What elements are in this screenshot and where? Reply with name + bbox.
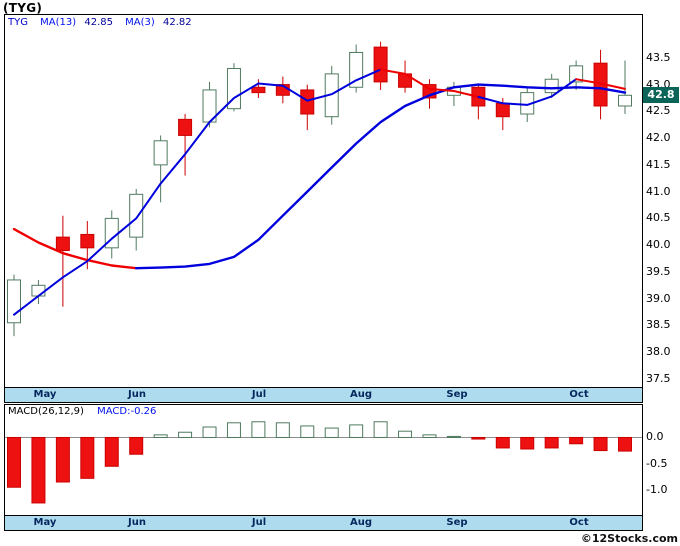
macd-bars	[7, 421, 632, 504]
macd-value: MACD:-0.26	[97, 406, 157, 417]
price-legend: TYG MA(13) 42.85 MA(3) 42.82	[8, 17, 201, 28]
month-label: Sep	[446, 389, 468, 400]
price-axis-tick: 42.5	[646, 104, 671, 118]
month-label: Aug	[349, 389, 373, 400]
price-axis-tick: 43.5	[646, 50, 671, 64]
price-chart	[4, 14, 643, 388]
macd-legend: MACD(26,12,9) MACD:-0.26	[8, 406, 161, 417]
price-axis-tick: 41.0	[646, 184, 671, 198]
macd-axis-tick: -0.5	[646, 456, 668, 470]
candles	[7, 41, 632, 337]
price-axis-tick: 41.5	[646, 157, 671, 171]
last-price-badge: 42.8	[643, 87, 679, 104]
month-label: Jun	[128, 517, 146, 528]
month-label: Oct	[569, 517, 589, 528]
month-label: May	[33, 517, 57, 528]
price-axis-tick: 39.0	[646, 291, 671, 305]
month-label: Sep	[446, 517, 468, 528]
month-label: Oct	[569, 389, 589, 400]
macd-y-axis: 0.0 -0.5 -1.0	[644, 0, 680, 546]
ma13-line	[12, 83, 627, 270]
price-axis-tick: 38.5	[646, 318, 671, 332]
ma13-value: 42.85	[84, 17, 113, 28]
ma13-label: MA(13)	[40, 17, 77, 28]
macd-params-label: MACD(26,12,9)	[8, 406, 84, 417]
month-label: Jul	[251, 517, 267, 528]
month-label: May	[33, 389, 57, 400]
price-y-axis: 43.5 43.0 42.5 42.0 41.5 41.0 40.5 40.0 39.5 39.0…	[644, 0, 680, 546]
chart-title: (TYG)	[3, 1, 43, 15]
macd-chart	[4, 404, 643, 516]
ma3-value: 42.82	[163, 17, 192, 28]
month-label: Jul	[251, 389, 267, 400]
price-axis-tick: 42.0	[646, 131, 671, 145]
watermark: ©12Stocks.com	[580, 532, 678, 545]
price-axis-tick: 39.5	[646, 264, 671, 278]
macd-x-axis: May Jun Jul Aug Sep Oct	[4, 516, 643, 531]
ma3-label: MA(3)	[125, 17, 155, 28]
price-axis-tick: 40.5	[646, 211, 671, 225]
price-axis-tick: 38.0	[646, 345, 671, 359]
macd-axis-tick: 0.0	[646, 430, 664, 444]
price-axis-tick: 40.0	[646, 238, 671, 252]
macd-axis-tick: -1.0	[646, 482, 668, 496]
price-x-axis: May Jun Jul Aug Sep Oct	[4, 388, 643, 403]
price-axis-tick: 37.5	[646, 371, 671, 385]
ticker-symbol: TYG	[8, 17, 28, 28]
ma3-line	[13, 68, 626, 316]
month-label: Aug	[349, 517, 373, 528]
month-label: Jun	[128, 389, 146, 400]
